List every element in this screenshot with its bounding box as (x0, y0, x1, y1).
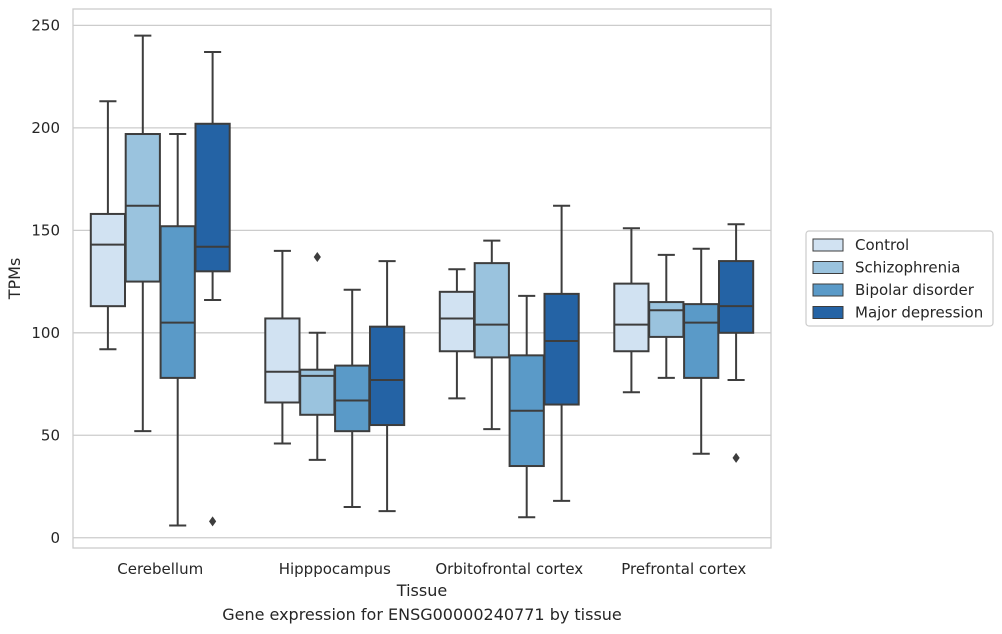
box-iqr (473, 262, 510, 359)
y-axis-label: TPMs (5, 258, 24, 301)
legend-label: Bipolar disorder (855, 281, 975, 299)
legend-frame (805, 230, 994, 327)
box-bipolar-disorder (159, 133, 196, 527)
y-tick-label: 0 (50, 529, 60, 547)
box-iqr (613, 282, 650, 353)
box-schizophrenia (648, 253, 685, 379)
box-iqr (334, 364, 371, 433)
y-tick-label: 250 (31, 16, 60, 34)
box-major-depression (543, 204, 580, 502)
legend-swatch (812, 306, 844, 319)
box-schizophrenia (473, 239, 510, 431)
box-control (264, 249, 301, 445)
box-major-depression (368, 260, 406, 513)
box-iqr (89, 212, 127, 308)
legend-swatch (812, 283, 844, 297)
legend-swatch (812, 261, 844, 274)
x-tick-label: Orbitofrontal cortex (435, 560, 583, 578)
box-bipolar-disorder (334, 288, 371, 509)
box-schizophrenia (299, 251, 336, 461)
legend-label: Major depression (855, 304, 983, 322)
box-bipolar-disorder (508, 294, 545, 519)
outlier-point (209, 516, 217, 527)
plot-area-frame (72, 8, 772, 549)
boxes-layer (89, 34, 755, 527)
x-tick-label: Hipppocampus (279, 560, 391, 578)
box-iqr (264, 317, 301, 404)
box-iqr (194, 122, 231, 273)
box-iqr (299, 368, 336, 416)
box-iqr (543, 292, 580, 406)
y-tick-label: 200 (31, 119, 60, 137)
y-tick-label: 50 (41, 426, 60, 444)
x-tick-labels: Cerebellum Hipppocampus Orbitofrontal cort… (117, 560, 746, 578)
box-control (613, 227, 650, 394)
box-control (438, 268, 476, 400)
box-iqr (159, 225, 196, 379)
box-major-depression (717, 223, 755, 463)
outlier-point (732, 452, 740, 463)
y-tick-label: 100 (31, 324, 60, 342)
legend-swatch (812, 238, 844, 252)
box-iqr (124, 133, 161, 283)
legend-label: Control (855, 236, 909, 254)
box-iqr (717, 260, 755, 334)
legend-label: Schizophrenia (855, 259, 960, 277)
box-control (89, 100, 127, 351)
x-axis-label: Tissue (396, 581, 447, 600)
box-bipolar-disorder (683, 247, 720, 455)
figure-caption: Gene expression for ENSG00000240771 by t… (222, 605, 622, 624)
y-tick-labels: 0 50 100 150 200 250 (31, 16, 60, 546)
x-tick-label: Prefrontal cortex (621, 560, 746, 578)
outlier-point (313, 251, 321, 262)
box-major-depression (194, 51, 231, 527)
x-tick-label: Cerebellum (117, 560, 203, 578)
legend: Control Schizophrenia Bipolar disorder Majo… (805, 230, 994, 327)
y-tick-label: 150 (31, 221, 60, 239)
box-iqr (438, 290, 476, 353)
box-schizophrenia (124, 34, 161, 433)
box-iqr (683, 303, 720, 379)
box-iqr (368, 325, 406, 427)
box-iqr (648, 301, 685, 338)
